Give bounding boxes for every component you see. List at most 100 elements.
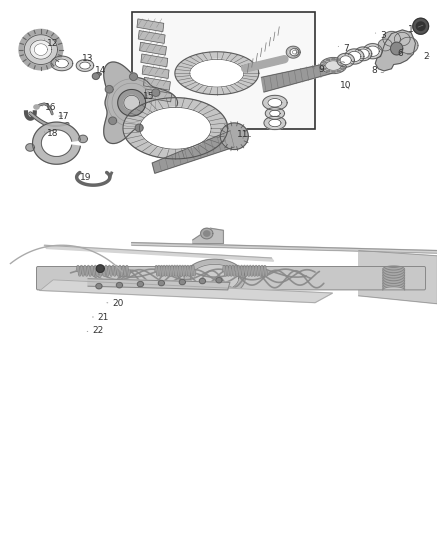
Polygon shape <box>118 90 146 116</box>
Polygon shape <box>325 61 341 70</box>
Polygon shape <box>104 62 177 143</box>
Polygon shape <box>158 280 164 286</box>
Polygon shape <box>359 251 437 304</box>
Polygon shape <box>341 68 344 69</box>
Polygon shape <box>140 107 211 149</box>
Text: 19: 19 <box>77 173 92 182</box>
Text: 13: 13 <box>82 54 94 62</box>
Polygon shape <box>263 95 287 110</box>
Polygon shape <box>337 70 340 72</box>
Polygon shape <box>268 99 282 107</box>
Polygon shape <box>92 73 99 79</box>
Text: 20: 20 <box>107 299 124 308</box>
Polygon shape <box>265 108 285 119</box>
Polygon shape <box>394 33 410 46</box>
Polygon shape <box>130 73 138 80</box>
Polygon shape <box>24 35 57 64</box>
Bar <box>137 19 164 32</box>
Polygon shape <box>175 52 259 95</box>
Polygon shape <box>51 56 73 71</box>
Polygon shape <box>105 86 113 93</box>
Polygon shape <box>378 39 392 51</box>
Polygon shape <box>201 228 213 239</box>
Polygon shape <box>337 59 340 61</box>
Polygon shape <box>399 37 418 54</box>
Polygon shape <box>30 40 52 59</box>
Polygon shape <box>199 278 205 284</box>
Polygon shape <box>391 42 403 55</box>
Polygon shape <box>191 264 239 292</box>
Polygon shape <box>220 123 248 150</box>
Polygon shape <box>19 29 63 70</box>
Polygon shape <box>32 122 80 164</box>
Text: 22: 22 <box>87 326 103 335</box>
Text: 17: 17 <box>58 111 70 120</box>
Polygon shape <box>96 265 104 272</box>
Bar <box>132 12 315 130</box>
Polygon shape <box>26 144 35 151</box>
Text: 10: 10 <box>340 81 351 90</box>
Polygon shape <box>132 243 437 253</box>
Polygon shape <box>123 98 228 159</box>
Polygon shape <box>152 131 234 173</box>
Polygon shape <box>138 281 144 287</box>
Polygon shape <box>124 95 140 110</box>
Polygon shape <box>340 56 351 64</box>
Polygon shape <box>326 70 330 72</box>
Polygon shape <box>109 117 117 125</box>
Polygon shape <box>326 59 330 61</box>
Polygon shape <box>261 62 333 92</box>
Polygon shape <box>88 279 230 290</box>
Bar <box>145 89 172 102</box>
Polygon shape <box>270 110 280 117</box>
Text: 9: 9 <box>312 66 325 74</box>
Polygon shape <box>117 282 123 288</box>
Polygon shape <box>366 46 379 56</box>
Bar <box>144 77 170 90</box>
Bar <box>142 66 169 78</box>
Polygon shape <box>289 49 297 55</box>
Bar <box>140 42 166 55</box>
Polygon shape <box>184 259 245 297</box>
Polygon shape <box>417 22 425 30</box>
Polygon shape <box>152 89 160 96</box>
Text: 21: 21 <box>92 312 109 321</box>
Bar <box>141 54 168 67</box>
Polygon shape <box>348 51 361 62</box>
Text: 1: 1 <box>408 25 423 35</box>
Text: 8: 8 <box>371 67 384 75</box>
Text: 6: 6 <box>397 50 412 58</box>
Polygon shape <box>341 62 344 63</box>
Text: 7: 7 <box>338 44 349 53</box>
Polygon shape <box>193 228 223 244</box>
Polygon shape <box>55 59 68 68</box>
Polygon shape <box>34 44 47 55</box>
Polygon shape <box>342 65 346 66</box>
Polygon shape <box>345 49 364 64</box>
Polygon shape <box>332 71 335 72</box>
FancyBboxPatch shape <box>36 266 426 290</box>
Polygon shape <box>322 62 326 63</box>
Polygon shape <box>34 105 39 109</box>
Polygon shape <box>264 116 286 130</box>
Text: 18: 18 <box>44 129 59 138</box>
Polygon shape <box>216 278 222 283</box>
Polygon shape <box>332 59 335 60</box>
Polygon shape <box>322 68 326 69</box>
Polygon shape <box>135 124 143 132</box>
Polygon shape <box>269 119 281 127</box>
Text: 16: 16 <box>42 102 57 111</box>
Text: 3: 3 <box>375 31 385 40</box>
Polygon shape <box>204 231 210 236</box>
Polygon shape <box>190 59 244 87</box>
Polygon shape <box>321 65 325 66</box>
Polygon shape <box>179 279 185 285</box>
Polygon shape <box>44 245 274 261</box>
Polygon shape <box>79 135 87 143</box>
Polygon shape <box>413 18 428 34</box>
Text: 2: 2 <box>424 52 429 61</box>
Polygon shape <box>40 280 332 303</box>
Polygon shape <box>383 31 400 46</box>
Polygon shape <box>375 30 416 71</box>
Polygon shape <box>354 47 372 61</box>
